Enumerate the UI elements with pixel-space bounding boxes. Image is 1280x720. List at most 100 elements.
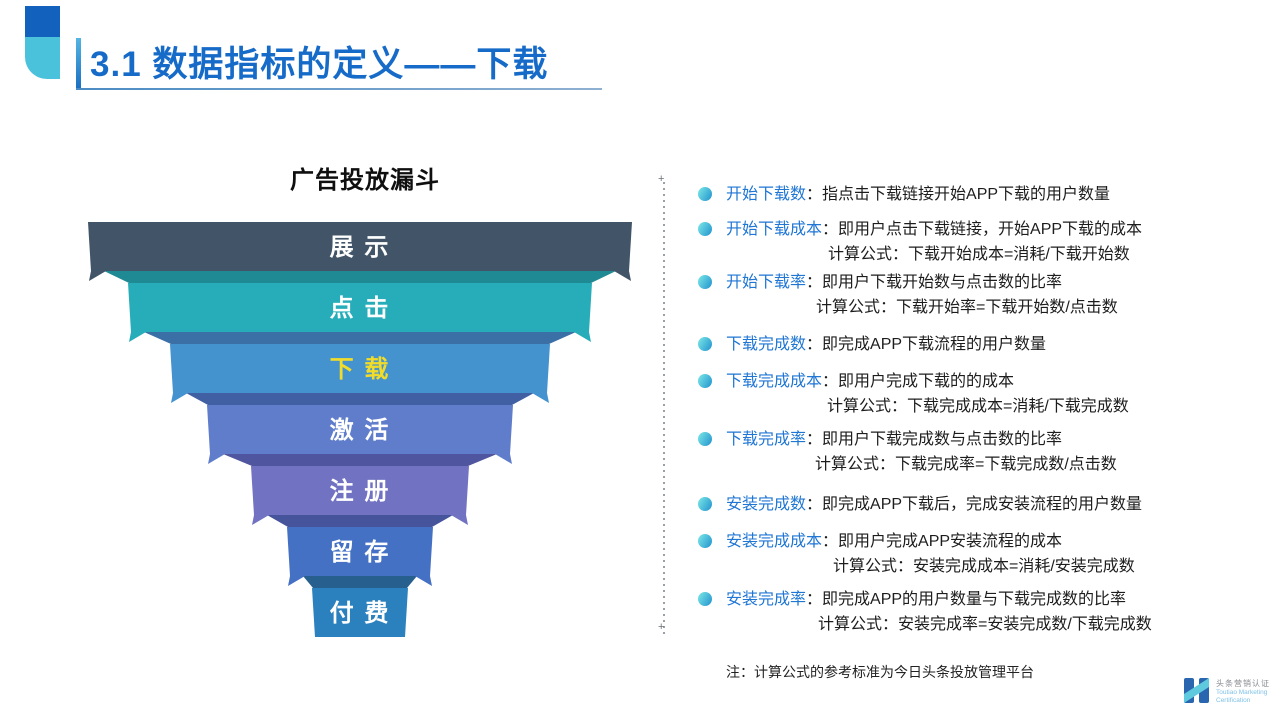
logo-text: 头条营销认证 Toutiao Marketing Certification — [1216, 678, 1270, 705]
metric-term: 安装完成率 — [726, 591, 807, 608]
metric-definition: 即完成APP的用户数量与下载完成数的比率 — [822, 591, 1127, 608]
metric-term: 开始下载数 — [726, 186, 807, 203]
logo-name-cn: 头条营销认证 — [1216, 679, 1270, 688]
funnel-band-left-tip — [252, 515, 269, 525]
funnel-title: 广告投放漏斗 — [290, 167, 440, 194]
metric-colon: ： — [822, 221, 839, 238]
funnel-band-right-tip — [495, 454, 512, 464]
logo-name-en-1: Toutiao Marketing — [1216, 689, 1268, 696]
metric-definition: 即用户完成APP安装流程的成本 — [838, 533, 1063, 550]
metric-formula: 计算公式：安装完成率=安装完成数/下载完成数 — [818, 616, 1152, 633]
metric-term: 下载完成率 — [726, 431, 807, 448]
metric-colon: ： — [806, 591, 823, 608]
funnel-connector — [223, 454, 497, 466]
metric-colon: ： — [806, 186, 823, 203]
metric-colon: ： — [822, 533, 839, 550]
bullet-icon — [698, 592, 712, 606]
bullet-icon — [698, 222, 712, 236]
metric-item: 下载完成率：即用户下载完成数与点击数的比率计算公式：下载完成率=下载完成数/点击… — [698, 429, 1273, 473]
metric-term: 安装完成成本 — [726, 533, 823, 550]
metric-formula: 计算公式：安装完成成本=消耗/安装完成数 — [833, 558, 1135, 575]
certification-logo: 头条营销认证 Toutiao Marketing Certification — [1183, 677, 1278, 707]
metric-item: 下载完成数：即完成APP下载流程的用户数量 — [698, 334, 1273, 356]
metric-formula: 计算公式：下载完成成本=消耗/下载完成数 — [827, 398, 1129, 415]
bullet-icon — [698, 534, 712, 548]
funnel-band — [251, 466, 469, 515]
metric-definition: 即完成APP下载后，完成安装流程的用户数量 — [822, 496, 1143, 513]
metric-item: 开始下载成本：即用户点击下载链接，开始APP下载的成本计算公式：下载开始成本=消… — [698, 219, 1273, 263]
funnel-connector — [144, 332, 576, 344]
title-accent-bar — [76, 38, 81, 88]
funnel-band — [170, 344, 550, 393]
divider-end-top: + — [658, 173, 665, 185]
metric-definition: 即用户点击下载链接，开始APP下载的成本 — [838, 221, 1143, 238]
metric-term: 安装完成数 — [726, 496, 807, 513]
funnel-band — [312, 588, 408, 637]
divider-end-bottom: + — [658, 621, 665, 633]
corner-decoration-light-square — [25, 37, 60, 79]
funnel-connector — [104, 271, 616, 283]
toutiao-logo-icon — [1184, 678, 1209, 703]
funnel-band-right-tip — [451, 515, 468, 525]
bullet-icon — [698, 497, 712, 511]
funnel-label: 留 存 — [330, 539, 391, 566]
funnel-band-right-tip — [614, 271, 631, 281]
bullet-icon — [698, 432, 712, 446]
page-title: 3.1 数据指标的定义——下载 — [90, 45, 549, 84]
funnel-label: 下 载 — [330, 356, 391, 383]
metric-term: 下载完成成本 — [726, 373, 823, 390]
metric-definition: 指点击下载链接开始APP下载的用户数量 — [822, 186, 1111, 203]
funnel-band-left-tip — [129, 332, 146, 342]
bullet-icon — [698, 374, 712, 388]
metric-colon: ： — [806, 496, 823, 513]
logo-name-en-2: Certification — [1216, 697, 1251, 704]
funnel-chart: 展 示点 击下 载激 活注 册留 存付 费 — [88, 222, 632, 637]
funnel-band-left-tip — [288, 576, 305, 586]
metric-definition: 即用户下载开始数与点击数的比率 — [822, 274, 1063, 291]
metric-term: 开始下载率 — [726, 274, 807, 291]
metric-colon: ： — [806, 274, 823, 291]
funnel-connector — [267, 515, 453, 527]
metric-item: 安装完成数：即完成APP下载后，完成安装流程的用户数量 — [698, 494, 1273, 516]
bullet-icon — [698, 275, 712, 289]
metric-item: 开始下载率：即用户下载开始数与点击数的比率计算公式：下载开始率=下载开始数/点击… — [698, 272, 1273, 316]
funnel-label: 点 击 — [330, 295, 391, 322]
funnel-band-right-tip — [574, 332, 591, 342]
corner-decoration-dark-square — [25, 6, 60, 37]
funnel-band — [88, 222, 632, 271]
metric-term: 开始下载成本 — [726, 221, 823, 238]
metric-colon: ： — [806, 431, 823, 448]
funnel-band — [207, 405, 513, 454]
metric-definition: 即用户下载完成数与点击数的比率 — [822, 431, 1063, 448]
metric-item: 安装完成率：即完成APP的用户数量与下载完成数的比率计算公式：安装完成率=安装完… — [698, 589, 1273, 633]
funnel-label: 激 活 — [330, 416, 391, 444]
metric-formula: 计算公式：下载开始成本=消耗/下载开始数 — [828, 246, 1130, 263]
funnel-connector — [303, 576, 417, 588]
funnel-band-right-tip — [415, 576, 432, 586]
metric-colon: ： — [806, 336, 823, 353]
metric-item: 开始下载数：指点击下载链接开始APP下载的用户数量 — [698, 184, 1273, 206]
funnel-band-left-tip — [89, 271, 106, 281]
funnel-connector — [186, 393, 534, 405]
metric-colon: ： — [822, 373, 839, 390]
funnel-label: 付 费 — [330, 600, 391, 627]
funnel-band — [128, 283, 592, 332]
metric-formula: 计算公式：下载完成率=下载完成数/点击数 — [815, 456, 1117, 473]
title-underline — [76, 88, 602, 90]
metric-item: 安装完成成本：即用户完成APP安装流程的成本计算公式：安装完成成本=消耗/安装完… — [698, 531, 1273, 575]
metric-definition: 即完成APP下载流程的用户数量 — [822, 336, 1047, 353]
funnel-label: 注 册 — [330, 477, 391, 505]
metric-item: 下载完成成本：即用户完成下载的的成本计算公式：下载完成成本=消耗/下载完成数 — [698, 371, 1273, 415]
footnote: 注：计算公式的参考标准为今日头条投放管理平台 — [726, 664, 1034, 680]
funnel-band-right-tip — [532, 393, 549, 403]
metric-formula: 计算公式：下载开始率=下载开始数/点击数 — [816, 299, 1118, 316]
funnel-band — [287, 527, 433, 576]
funnel-label: 展 示 — [330, 234, 391, 261]
funnel-band-left-tip — [208, 454, 225, 464]
dotted-divider — [663, 182, 665, 634]
funnel-band-left-tip — [171, 393, 188, 403]
metric-term: 下载完成数 — [726, 336, 807, 353]
metric-definition: 即用户完成下载的的成本 — [838, 373, 1015, 390]
bullet-icon — [698, 187, 712, 201]
